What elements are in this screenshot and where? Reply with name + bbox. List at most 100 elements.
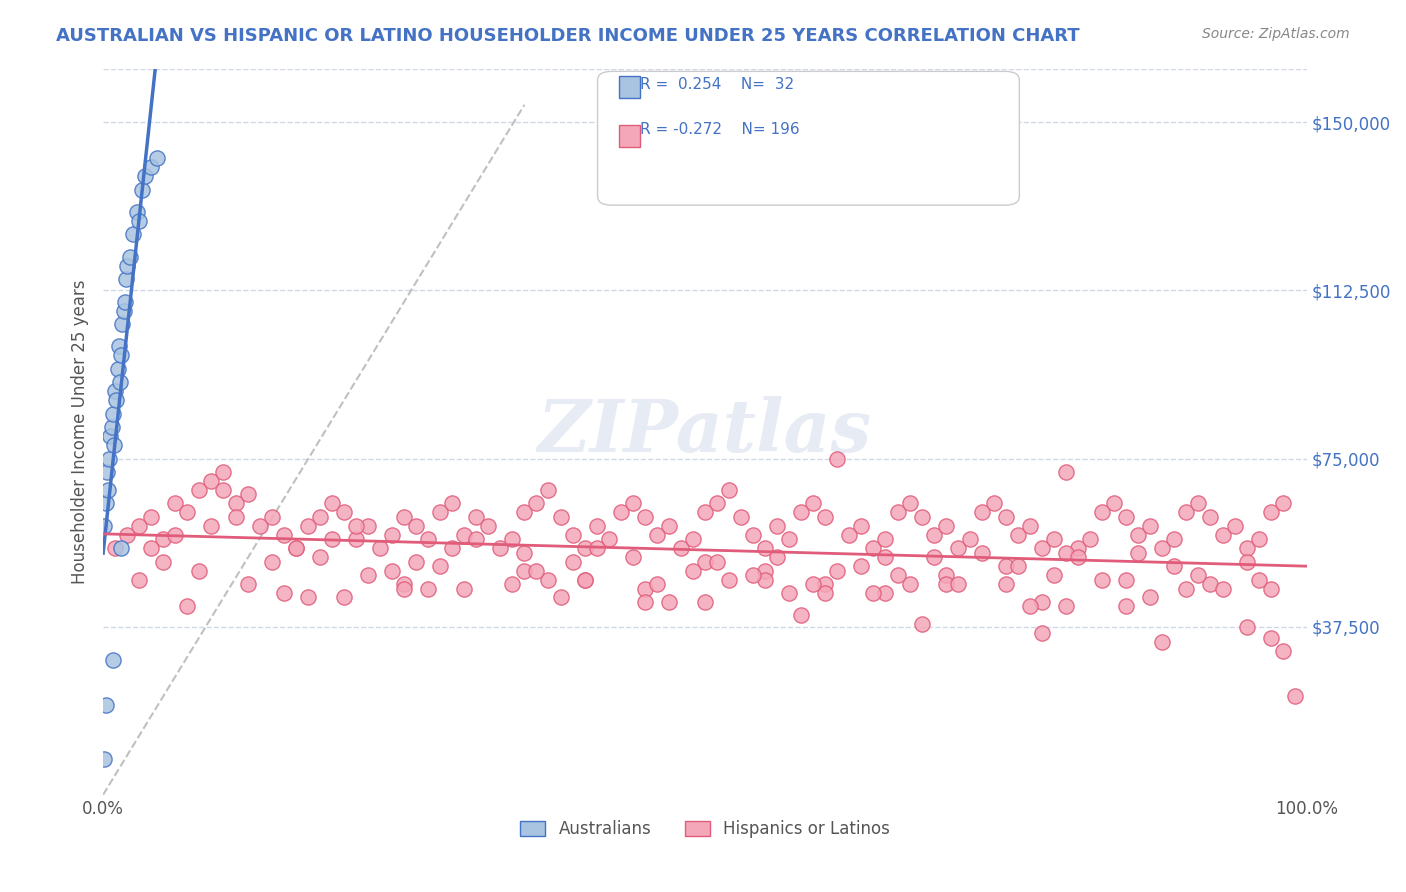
Point xyxy=(862,586,884,600)
Point xyxy=(188,483,211,497)
Point xyxy=(1271,644,1294,658)
Point xyxy=(693,595,716,609)
Point xyxy=(1031,541,1053,556)
Point xyxy=(801,496,824,510)
Point xyxy=(94,496,117,510)
Point xyxy=(814,577,837,591)
Point xyxy=(513,564,536,578)
Point xyxy=(1260,505,1282,519)
Point xyxy=(693,555,716,569)
Point xyxy=(634,595,657,609)
Point xyxy=(790,505,813,519)
Point xyxy=(609,505,631,519)
Point xyxy=(935,518,957,533)
Point xyxy=(416,532,439,546)
Point xyxy=(1102,496,1125,510)
Point xyxy=(621,496,644,510)
Point xyxy=(1091,505,1114,519)
Text: R =  0.254    N=  32: R = 0.254 N= 32 xyxy=(640,78,794,92)
Point xyxy=(260,555,283,569)
Point xyxy=(994,577,1017,591)
Point xyxy=(1187,496,1209,510)
Point xyxy=(983,496,1005,510)
Point xyxy=(875,586,897,600)
Point xyxy=(754,573,776,587)
Point xyxy=(526,496,548,510)
Point xyxy=(105,393,128,408)
Point xyxy=(357,568,380,582)
Point xyxy=(108,376,131,390)
Point xyxy=(368,541,391,556)
Point xyxy=(188,564,211,578)
Point xyxy=(429,559,451,574)
Point xyxy=(1236,619,1258,633)
Point xyxy=(561,527,583,541)
Point xyxy=(110,541,132,556)
Point xyxy=(152,532,174,546)
Point xyxy=(141,541,163,556)
Point xyxy=(766,550,789,565)
Point xyxy=(416,582,439,596)
Point xyxy=(875,550,897,565)
Point xyxy=(550,591,572,605)
Point xyxy=(561,555,583,569)
Point xyxy=(1067,541,1090,556)
Point xyxy=(128,573,150,587)
Point xyxy=(935,568,957,582)
Point xyxy=(165,527,187,541)
Point xyxy=(585,541,607,556)
Point xyxy=(1152,541,1174,556)
Point xyxy=(1163,559,1185,574)
Point xyxy=(827,564,849,578)
Point xyxy=(634,509,657,524)
Text: AUSTRALIAN VS HISPANIC OR LATINO HOUSEHOLDER INCOME UNDER 25 YEARS CORRELATION C: AUSTRALIAN VS HISPANIC OR LATINO HOUSEHO… xyxy=(56,27,1080,45)
Point xyxy=(1007,559,1029,574)
Point xyxy=(658,595,681,609)
Point xyxy=(754,541,776,556)
Point xyxy=(114,294,136,309)
Point xyxy=(959,532,981,546)
Point xyxy=(131,183,153,197)
Point xyxy=(875,532,897,546)
Point xyxy=(1271,496,1294,510)
Point xyxy=(598,532,620,546)
Point xyxy=(1007,527,1029,541)
Point xyxy=(200,474,222,488)
Point xyxy=(994,559,1017,574)
Point xyxy=(453,582,475,596)
Point xyxy=(333,505,356,519)
Point xyxy=(308,509,330,524)
Point xyxy=(658,518,681,533)
Point xyxy=(104,384,127,399)
Point xyxy=(107,339,129,353)
Point xyxy=(1175,582,1198,596)
Point xyxy=(284,541,307,556)
Point xyxy=(297,518,319,533)
Point xyxy=(308,550,330,565)
Point xyxy=(946,577,969,591)
Point xyxy=(1115,573,1137,587)
Point xyxy=(801,577,824,591)
Point xyxy=(489,541,512,556)
Point xyxy=(1163,532,1185,546)
Point xyxy=(851,559,873,574)
Point xyxy=(104,541,127,556)
Point xyxy=(115,259,138,273)
Point xyxy=(107,362,129,376)
Point xyxy=(682,564,704,578)
Point xyxy=(526,564,548,578)
Point xyxy=(1187,568,1209,582)
Point xyxy=(1054,599,1077,614)
Point xyxy=(405,518,427,533)
Point xyxy=(344,518,367,533)
Point xyxy=(766,518,789,533)
Point xyxy=(838,527,860,541)
Point xyxy=(93,752,115,766)
Point xyxy=(333,591,356,605)
Point xyxy=(706,555,728,569)
Point xyxy=(97,483,120,497)
Point xyxy=(112,303,135,318)
Point xyxy=(381,527,404,541)
Point xyxy=(790,608,813,623)
Y-axis label: Householder Income Under 25 years: Householder Income Under 25 years xyxy=(72,279,89,584)
